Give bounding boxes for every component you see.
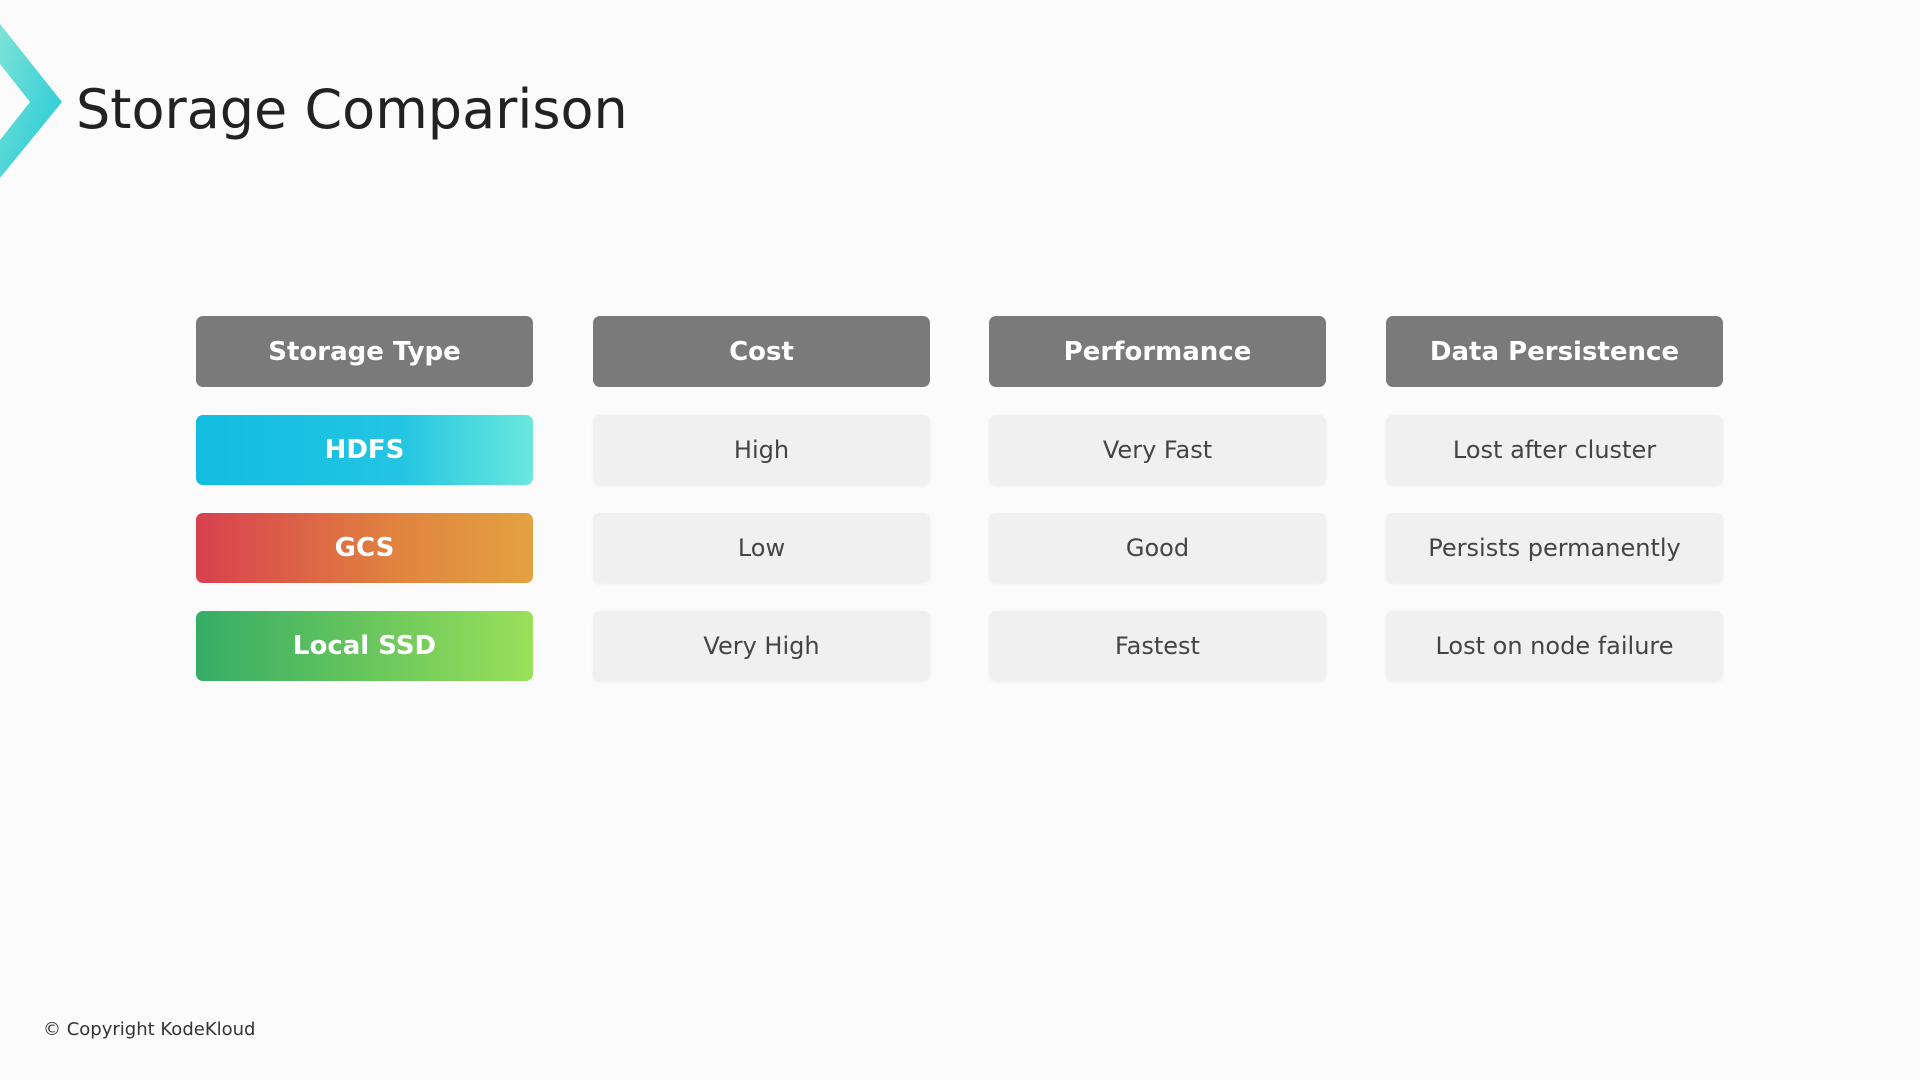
column-header: Data Persistence: [1386, 316, 1723, 387]
copyright: © Copyright KodeKloud: [43, 1019, 256, 1040]
slide-title: Storage Comparison: [76, 78, 628, 141]
table-cell: Very Fast: [989, 415, 1326, 485]
table-cell: Persists permanently: [1386, 513, 1723, 583]
storage-type: HDFS: [196, 415, 533, 485]
storage-type: Local SSD: [196, 611, 533, 681]
table-cell: Good: [989, 513, 1326, 583]
column-header: Performance: [989, 316, 1326, 387]
table-cell: High: [593, 415, 930, 485]
table-cell: Lost on node failure: [1386, 611, 1723, 681]
table-cell: Very High: [593, 611, 930, 681]
table-cell: Lost after cluster: [1386, 415, 1723, 485]
table-cell: Low: [593, 513, 930, 583]
table-cell: Fastest: [989, 611, 1326, 681]
column-header: Cost: [593, 316, 930, 387]
logo-chevron: [0, 24, 62, 178]
column-header: Storage Type: [196, 316, 533, 387]
storage-type: GCS: [196, 513, 533, 583]
